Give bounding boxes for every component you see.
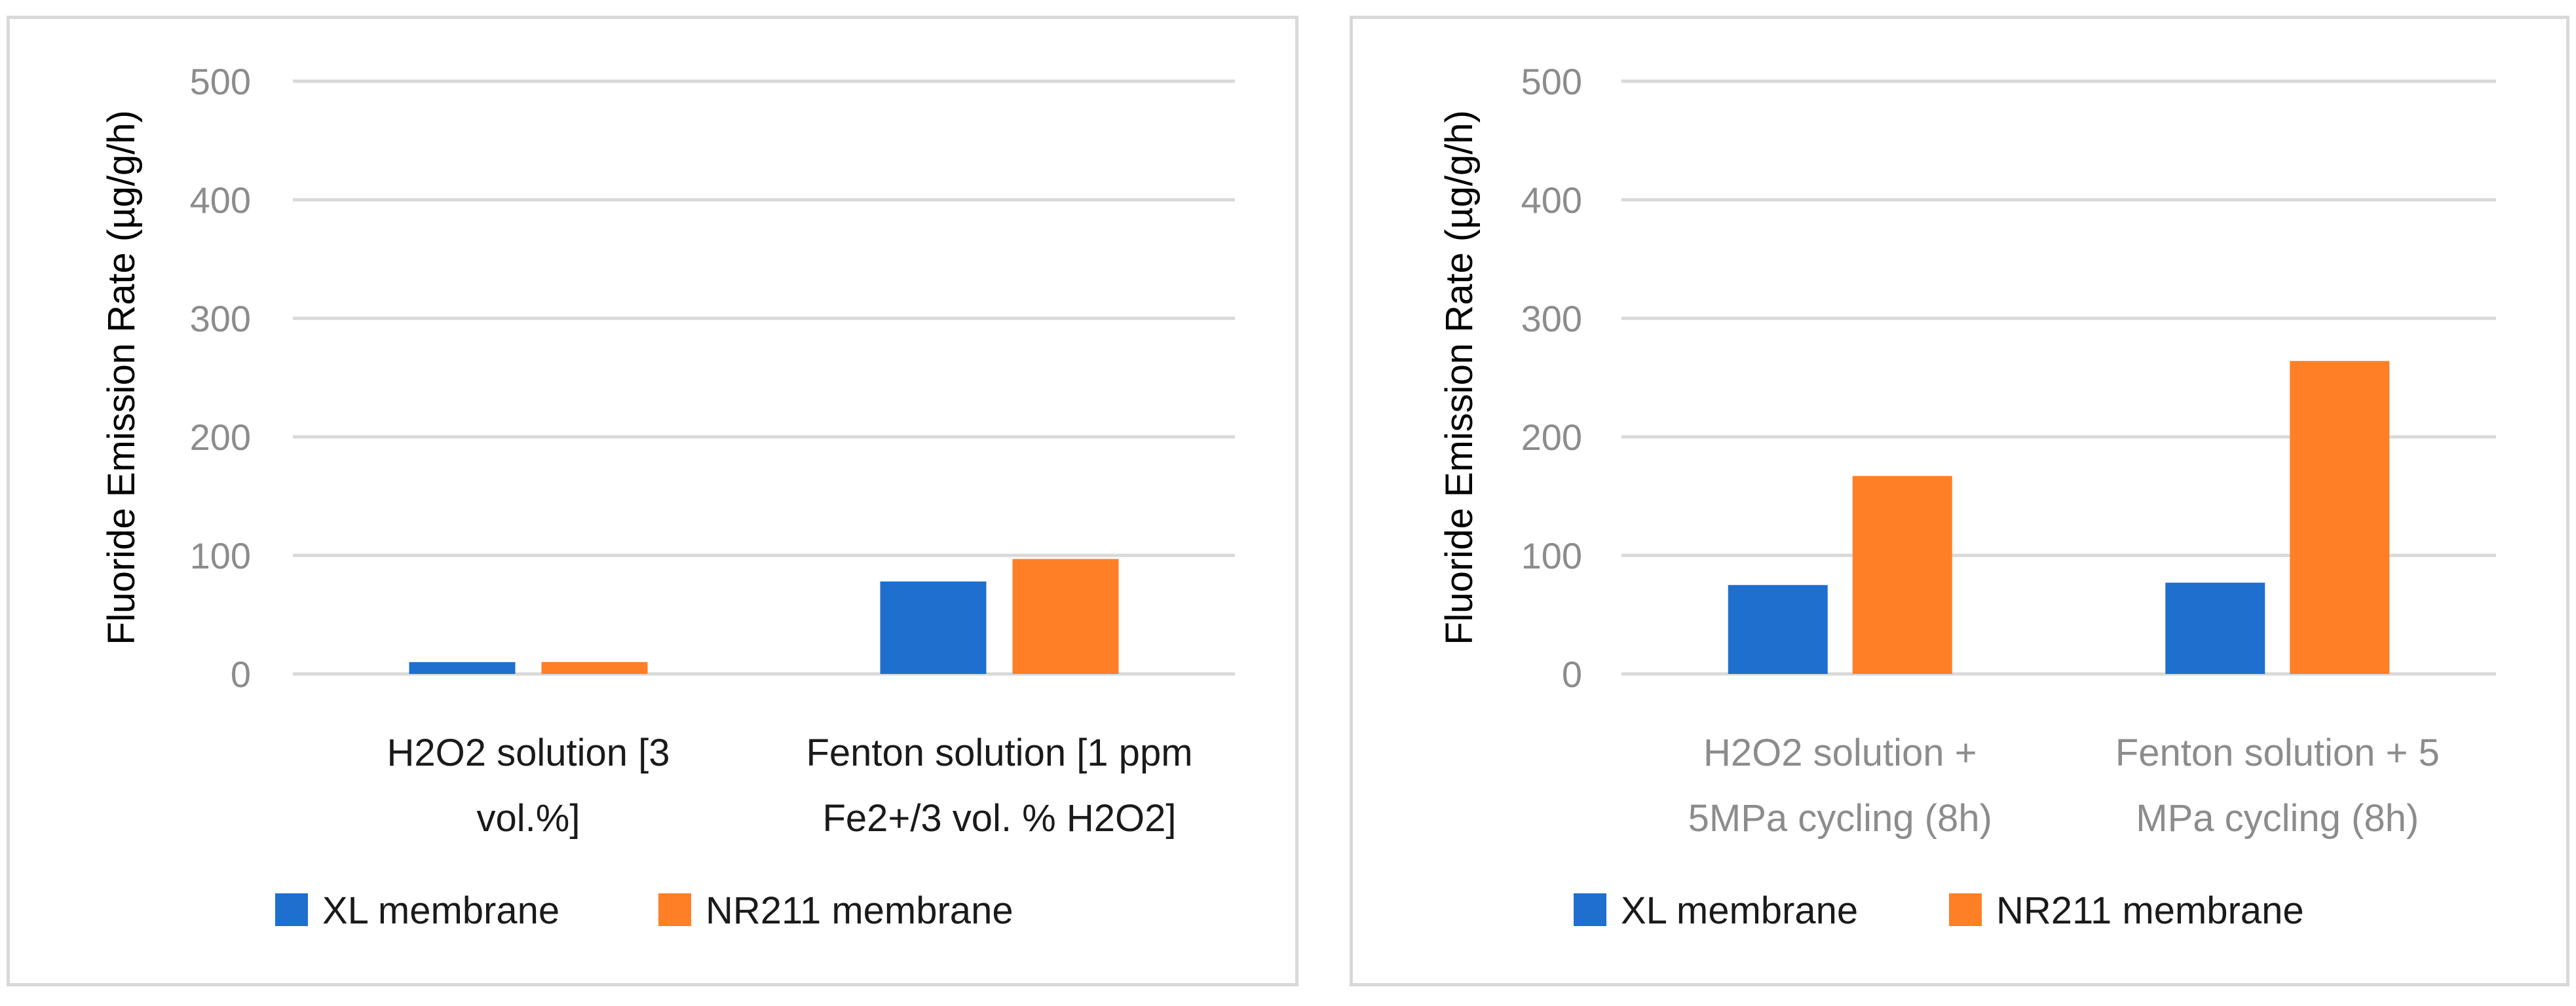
bar-xl [1728, 585, 1828, 674]
y-tick-label: 200 [1521, 417, 1582, 458]
legend-label-xl: XL membrane [322, 889, 559, 932]
chart-right-svg: 0 100 200 300 400 500 Fluoride Emission Rate (… [1438, 61, 2496, 932]
y-tick-label: 100 [1521, 535, 1582, 576]
y-tick-label: 300 [1521, 298, 1582, 339]
bar-xl [2165, 582, 2265, 674]
y-axis-label: Fluoride Emission Rate (µg/g/h) [1438, 110, 1481, 645]
y-tick-label: 400 [190, 179, 251, 221]
y-tick-label: 500 [190, 61, 251, 102]
bar-nr211 [1012, 559, 1119, 674]
category-label: vol.%] [477, 797, 580, 840]
legend-label-nr211: NR211 membrane [706, 889, 1013, 932]
y-tick-label: 500 [1521, 61, 1582, 102]
y-tick-label: 0 [231, 654, 251, 695]
chart-left-svg: 0 100 200 300 400 500 Fluoride Emission Rate (… [100, 61, 1235, 932]
category-label: Fe2+/3 vol. % H2O2] [823, 797, 1177, 840]
y-tick-label: 0 [1562, 654, 1582, 695]
bar-nr211 [1852, 475, 1952, 674]
bar-nr211 [541, 661, 648, 674]
chart-panel-right: 0 100 200 300 400 500 Fluoride Emission Rate (… [1350, 16, 2569, 986]
category-label: Fenton solution [1 ppm [806, 732, 1192, 774]
bar-nr211 [2290, 361, 2390, 674]
legend-label-nr211: NR211 membrane [1996, 889, 2304, 932]
category-label: 5MPa cycling (8h) [1688, 797, 1992, 840]
category-label: H2O2 solution [3 [387, 732, 670, 774]
legend-swatch-xl [275, 893, 308, 926]
legend-swatch-nr211 [658, 893, 691, 926]
y-tick-label: 100 [190, 535, 251, 576]
bar-xl [880, 581, 987, 674]
y-tick-label: 400 [1521, 179, 1582, 221]
category-label: Fenton solution + 5 [2115, 732, 2440, 774]
y-tick-label: 300 [190, 298, 251, 339]
y-axis-label: Fluoride Emission Rate (µg/g/h) [100, 110, 143, 645]
chart-panel-left: 0 100 200 300 400 500 Fluoride Emission Rate (… [7, 16, 1298, 986]
bar-xl [409, 661, 516, 674]
legend-swatch-nr211 [1949, 893, 1982, 926]
legend-label-xl: XL membrane [1621, 889, 1858, 932]
category-label: H2O2 solution + [1703, 732, 1977, 774]
category-label: MPa cycling (8h) [2136, 797, 2419, 840]
legend-swatch-xl [1574, 893, 1606, 926]
y-tick-label: 200 [190, 417, 251, 458]
